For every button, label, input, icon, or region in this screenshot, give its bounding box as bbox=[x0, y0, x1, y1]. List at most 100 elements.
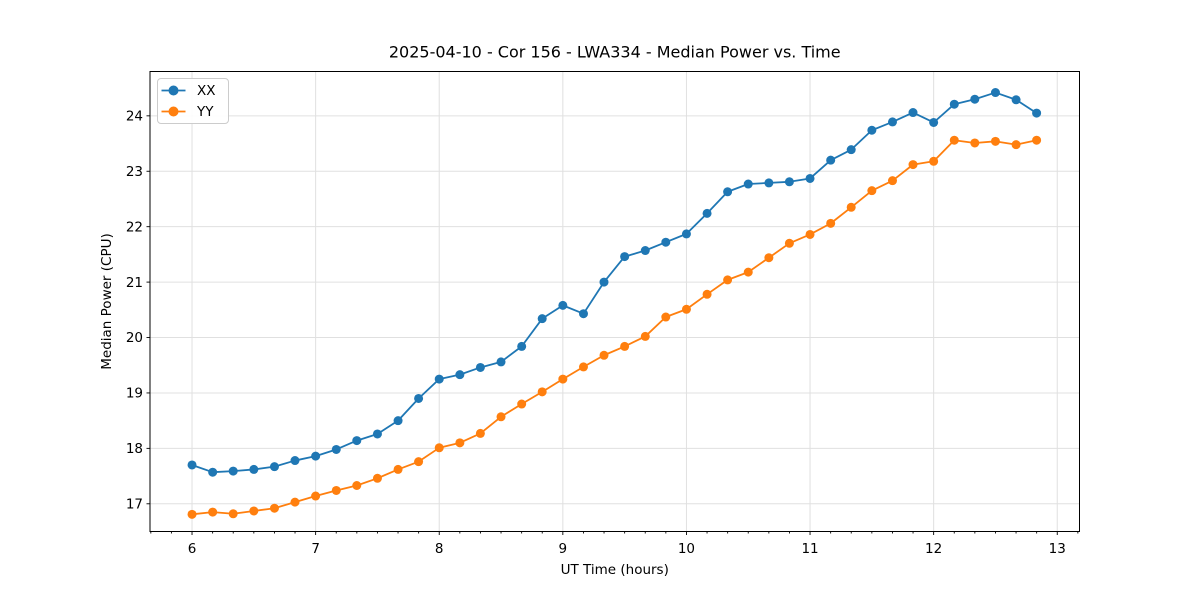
plot-area-background bbox=[150, 71, 1080, 532]
series-XX-point bbox=[414, 393, 424, 403]
legend-label: YY bbox=[196, 104, 214, 120]
series-XX-point bbox=[887, 117, 897, 127]
y-tick-label: 24 bbox=[126, 109, 143, 125]
series-YY-point bbox=[187, 509, 197, 519]
series-XX-point bbox=[228, 466, 238, 476]
series-YY-point bbox=[784, 238, 794, 248]
y-tick-label: 23 bbox=[126, 164, 143, 180]
series-XX-point bbox=[311, 451, 321, 461]
series-XX-point bbox=[929, 117, 939, 127]
series-XX-point bbox=[578, 309, 588, 319]
series-YY-point bbox=[949, 135, 959, 145]
series-XX-point bbox=[393, 416, 403, 426]
series-YY-point bbox=[414, 457, 424, 467]
x-tick-label: 9 bbox=[559, 541, 568, 557]
series-XX-point bbox=[455, 370, 465, 380]
series-YY-point bbox=[455, 438, 465, 448]
series-YY-point bbox=[723, 275, 733, 285]
grid bbox=[150, 71, 1080, 532]
series-YY-point bbox=[887, 176, 897, 186]
series-YY-point bbox=[393, 464, 403, 474]
series-XX-point bbox=[372, 429, 382, 439]
series-YY-point bbox=[599, 350, 609, 360]
series-XX-point bbox=[723, 187, 733, 197]
series-YY-point bbox=[826, 218, 836, 228]
series-XX-point bbox=[990, 88, 1000, 98]
legend-marker bbox=[168, 106, 179, 117]
y-tick-label: 20 bbox=[126, 330, 143, 346]
x-tick-label: 13 bbox=[1049, 541, 1066, 557]
series-XX-point bbox=[620, 252, 630, 262]
axes-spines bbox=[149, 71, 1080, 532]
series-XX-point bbox=[269, 462, 279, 472]
series-YY-point bbox=[228, 509, 238, 519]
series-XX-point bbox=[352, 436, 362, 446]
series-YY-point bbox=[496, 412, 506, 422]
series-XX-point bbox=[187, 460, 197, 470]
series-YY-point bbox=[764, 253, 774, 263]
x-tick-label: 8 bbox=[435, 541, 444, 557]
y-tick-label: 19 bbox=[126, 386, 143, 402]
series-XX-point bbox=[537, 314, 547, 324]
series-XX-point bbox=[496, 357, 506, 367]
series-XX-point bbox=[290, 456, 300, 466]
x-tick-label: 7 bbox=[311, 541, 320, 557]
series-YY-point bbox=[352, 481, 362, 490]
series-XX-point bbox=[558, 300, 568, 310]
series-YY-point bbox=[537, 387, 547, 397]
series-XX bbox=[187, 88, 1042, 477]
series-XX-point bbox=[434, 374, 444, 384]
legend-entry-XX: XX bbox=[161, 83, 216, 99]
series-XX-point bbox=[1011, 95, 1021, 105]
series-YY-point bbox=[702, 289, 712, 299]
series-YY-point bbox=[846, 202, 856, 212]
tick-labels: 6 7 8 9 10 11 12 13 17 18 19 20 21 22 23 24 bbox=[126, 109, 1066, 557]
series-YY bbox=[187, 135, 1042, 519]
x-tick-label: 6 bbox=[188, 541, 197, 557]
series-XX-point bbox=[681, 229, 691, 239]
series-XX-point bbox=[475, 362, 485, 372]
legend-marker bbox=[168, 85, 179, 96]
series-XX-point bbox=[640, 246, 650, 256]
y-tick-label: 21 bbox=[126, 275, 143, 291]
x-tick-label: 11 bbox=[801, 541, 818, 557]
series-XX-point bbox=[826, 155, 836, 165]
legend: XX YY bbox=[157, 78, 229, 124]
series-XX-point bbox=[599, 277, 609, 287]
series-XX-point bbox=[331, 444, 341, 454]
series-YY-point bbox=[990, 136, 1000, 146]
series-YY-point bbox=[475, 428, 485, 438]
series-YY-point bbox=[558, 374, 568, 384]
series-XX-point bbox=[805, 173, 815, 183]
y-axis-label: Median Power (CPU) bbox=[99, 233, 115, 369]
series-XX-point bbox=[949, 99, 959, 109]
series-YY-point bbox=[1011, 140, 1021, 150]
series-XX-point bbox=[908, 108, 918, 118]
series-XX-point bbox=[970, 94, 980, 104]
series-YY-point bbox=[578, 362, 588, 372]
series-YY-point bbox=[372, 473, 382, 483]
series-YY-point bbox=[331, 485, 341, 495]
series-YY-point bbox=[805, 229, 815, 239]
x-tick-label: 10 bbox=[678, 541, 695, 557]
x-axis-label: UT Time (hours) bbox=[561, 562, 669, 578]
series-XX-point bbox=[1032, 108, 1042, 118]
series-YY-point bbox=[681, 304, 691, 314]
series-YY-point bbox=[517, 399, 527, 409]
series-YY-point bbox=[908, 160, 918, 170]
series-XX-point bbox=[764, 178, 774, 188]
y-tick-label: 22 bbox=[126, 219, 143, 235]
series-XX-point bbox=[208, 467, 218, 477]
series-XX-point bbox=[846, 145, 856, 155]
series-XX-point bbox=[249, 464, 259, 474]
x-tick-label: 12 bbox=[925, 541, 942, 557]
series-YY-point bbox=[249, 506, 259, 516]
series-YY-point bbox=[311, 491, 321, 501]
series-YY-point bbox=[208, 507, 218, 517]
series-YY-point bbox=[970, 138, 980, 148]
series-YY-point bbox=[620, 341, 630, 351]
legend-box bbox=[157, 78, 229, 124]
y-tick-label: 17 bbox=[126, 496, 143, 512]
